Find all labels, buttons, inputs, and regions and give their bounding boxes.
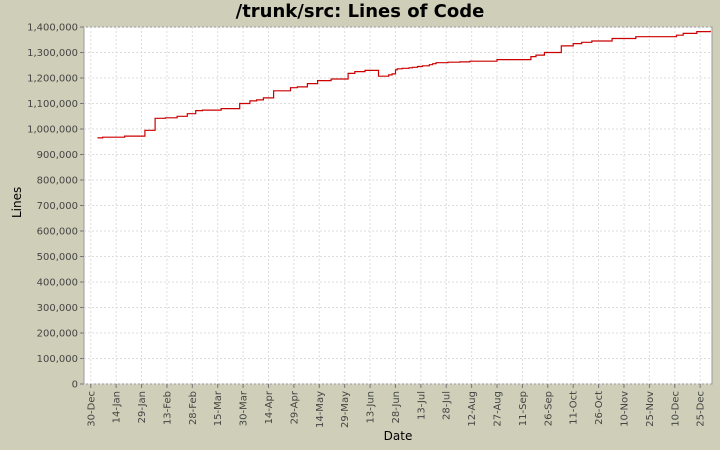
- y-tick-label: 300,000: [37, 303, 78, 314]
- y-tick-label: 100,000: [37, 354, 78, 365]
- x-tick-label: 29-Apr: [289, 390, 300, 424]
- series-line: [97, 30, 711, 139]
- x-tick-label: 14-Apr: [264, 390, 275, 424]
- x-tick-label: 10-Dec: [670, 391, 681, 427]
- x-tick-label: 10-Nov: [619, 391, 630, 427]
- y-tick-label: 200,000: [37, 329, 78, 340]
- x-tick-label: 13-Jun: [366, 391, 377, 424]
- x-axis: 30-Dec 14-Jan 29-Jan 13-Feb 28-Feb 15-Mar 30-M…: [86, 384, 707, 428]
- x-tick-label: 30-Mar: [239, 390, 250, 426]
- x-tick-label: 14-Jan: [112, 391, 123, 423]
- chart-title: /trunk/src: Lines of Code: [235, 1, 485, 22]
- x-tick-label: 28-Jul: [442, 391, 453, 420]
- x-tick-label: 28-Feb: [188, 391, 199, 425]
- x-tick-label: 25-Nov: [645, 391, 656, 427]
- y-tick-label: 600,000: [37, 227, 78, 238]
- x-tick-label: 11-Sep: [518, 391, 529, 426]
- x-tick-label: 13-Feb: [162, 391, 173, 425]
- y-tick-label: 1,100,000: [27, 99, 78, 110]
- y-tick-label: 500,000: [37, 252, 78, 263]
- x-tick-label: 29-May: [340, 391, 351, 428]
- x-tick-label: 27-Aug: [493, 391, 504, 427]
- x-tick-label: 26-Sep: [543, 391, 554, 426]
- y-tick-label: 700,000: [37, 201, 78, 212]
- x-tick-label: 25-Dec: [696, 391, 707, 427]
- x-tick-label: 13-Jul: [416, 391, 427, 420]
- x-tick-label: 26-Oct: [594, 391, 605, 425]
- y-tick-label: 0: [72, 380, 78, 391]
- x-tick-label: 12-Aug: [467, 391, 478, 427]
- x-tick-label: 28-Jun: [391, 391, 402, 424]
- x-tick-label: 15-Mar: [213, 390, 224, 426]
- x-axis-label: Date: [383, 429, 413, 443]
- y-axis: 0 100,000 200,000 300,000 400,000 500,000 600,…: [27, 23, 84, 391]
- y-tick-label: 800,000: [37, 176, 78, 187]
- y-tick-label: 400,000: [37, 278, 78, 289]
- y-tick-label: 1,300,000: [27, 48, 78, 59]
- x-tick-label: 14-May: [315, 391, 326, 428]
- y-tick-label: 1,000,000: [27, 125, 78, 136]
- x-tick-label: 30-Dec: [86, 391, 97, 427]
- x-tick-label: 11-Oct: [569, 391, 580, 425]
- grid-lines: [84, 26, 712, 385]
- x-tick-label: 29-Jan: [137, 391, 148, 423]
- y-tick-label: 1,200,000: [27, 74, 78, 85]
- y-tick-label: 1,400,000: [27, 23, 78, 34]
- series-layer: [97, 30, 711, 139]
- y-tick-label: 900,000: [37, 150, 78, 161]
